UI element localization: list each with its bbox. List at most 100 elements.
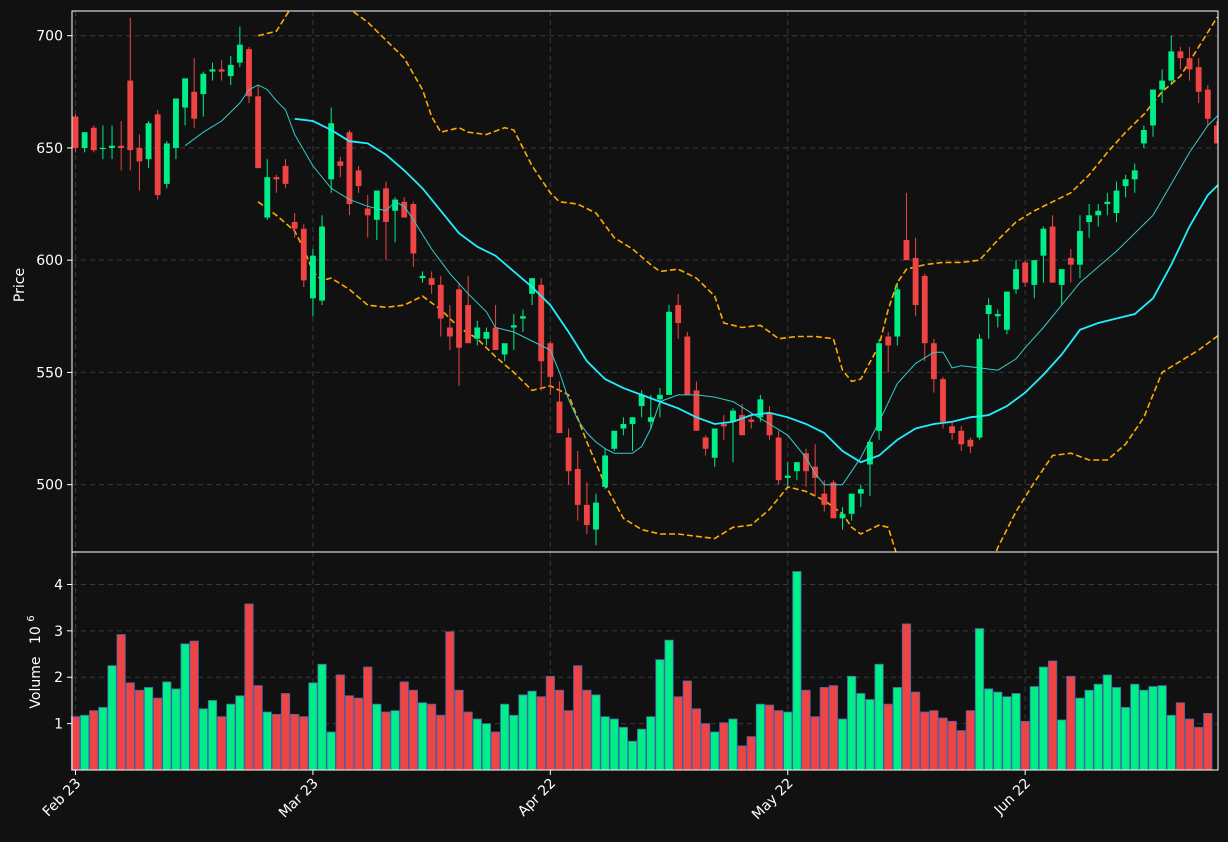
volume-bar — [646, 716, 656, 771]
volume-bar — [545, 675, 555, 771]
volume-bar — [1029, 686, 1039, 771]
candle-body — [401, 201, 408, 218]
candle-body — [456, 289, 462, 348]
candle-body — [574, 468, 581, 505]
candle-body — [611, 430, 618, 449]
volume-bar — [153, 697, 163, 771]
candle-body — [191, 91, 198, 119]
candle-body — [520, 316, 526, 319]
candle-body — [949, 426, 956, 434]
upper-band-line — [257, 11, 1218, 383]
volume-tick-label: 4 — [54, 577, 63, 593]
candle-body — [437, 284, 444, 319]
volume-bar — [591, 694, 601, 771]
volume-bar — [481, 723, 492, 771]
candle-body — [337, 161, 344, 166]
candle-body — [109, 145, 115, 148]
volume-bar — [737, 745, 747, 771]
candle-body — [784, 475, 791, 478]
candle-body — [638, 394, 645, 407]
volume-bar — [719, 722, 729, 771]
price-tick-label: 600 — [36, 253, 63, 269]
candle-body — [793, 462, 800, 472]
candle-body — [538, 284, 545, 362]
candle-body — [383, 188, 389, 223]
volume-bar — [134, 689, 145, 771]
candle-body — [501, 343, 508, 355]
volume-bar — [837, 718, 848, 771]
volume-bar — [865, 699, 875, 771]
candle-body — [81, 132, 88, 148]
candle-body — [675, 305, 682, 324]
candle-body — [1159, 80, 1166, 90]
volume-bar — [755, 703, 765, 771]
volume-axis-label-exponent: 10 — [28, 626, 44, 644]
volume-bar — [764, 704, 775, 771]
volume-bar — [1102, 674, 1112, 771]
volume-bar — [235, 695, 245, 771]
volume-bar — [1157, 685, 1167, 771]
volume-bar — [536, 696, 546, 771]
candle-body — [748, 419, 755, 422]
volume-bar — [1057, 719, 1067, 771]
candle-body — [72, 116, 79, 148]
volume-bar — [847, 675, 857, 771]
candle-body — [593, 502, 599, 530]
price-axis-label: Price — [12, 268, 28, 302]
candle-body — [930, 343, 937, 380]
volume-axis: 1 2 3 4 — [54, 577, 72, 733]
price-tick-label: 500 — [36, 478, 63, 494]
candle-body — [647, 417, 654, 422]
candle-body — [1195, 67, 1202, 92]
candle-body — [1140, 129, 1147, 144]
volume-bar — [892, 687, 902, 771]
volume-bar — [563, 710, 574, 771]
candle-body — [848, 493, 855, 514]
volume-bar — [518, 694, 528, 771]
candle-body — [1168, 51, 1175, 81]
candle-body — [1086, 215, 1093, 223]
candle-body — [1003, 291, 1010, 330]
moving-average-lines — [184, 84, 1218, 486]
candle-body — [1177, 51, 1184, 59]
candle-body — [666, 311, 672, 395]
candle-body — [775, 437, 782, 481]
price-tick-label: 650 — [36, 141, 63, 157]
candle-body — [876, 343, 882, 431]
volume-bar — [445, 631, 455, 771]
candle-body — [702, 437, 709, 449]
candle-body — [410, 204, 417, 254]
bollinger-bands — [257, 11, 1218, 552]
candle-body — [492, 327, 499, 350]
volume-bar — [774, 710, 784, 771]
volume-bar — [1203, 713, 1213, 771]
candle-body — [1204, 89, 1211, 119]
volume-bar — [381, 711, 391, 771]
candle-body — [118, 145, 125, 148]
slow-moving-average-line — [294, 117, 1218, 464]
volume-bar — [70, 716, 81, 771]
candle-body — [309, 255, 316, 299]
volume-bar — [1075, 697, 1085, 771]
volume-bar — [746, 736, 756, 771]
volume-bar — [125, 682, 135, 771]
candle-body — [264, 177, 271, 218]
volume-bar — [408, 689, 418, 771]
candle-body — [803, 453, 809, 472]
candle-body — [1049, 226, 1056, 283]
candle-body — [218, 69, 225, 72]
volume-bar — [828, 685, 839, 771]
volume-bar — [390, 710, 400, 771]
candle-body — [127, 80, 134, 151]
candle-body — [392, 199, 399, 211]
volume-bar — [107, 665, 117, 771]
candle-body — [885, 336, 892, 346]
candle-body — [428, 278, 435, 285]
price-tick-label: 700 — [36, 29, 63, 45]
volume-bar — [143, 687, 154, 771]
volume-bar — [80, 714, 90, 771]
volume-axis-label: Volume 10 6 — [26, 615, 44, 708]
volume-bar — [527, 690, 537, 771]
volume-bar — [1130, 683, 1140, 771]
